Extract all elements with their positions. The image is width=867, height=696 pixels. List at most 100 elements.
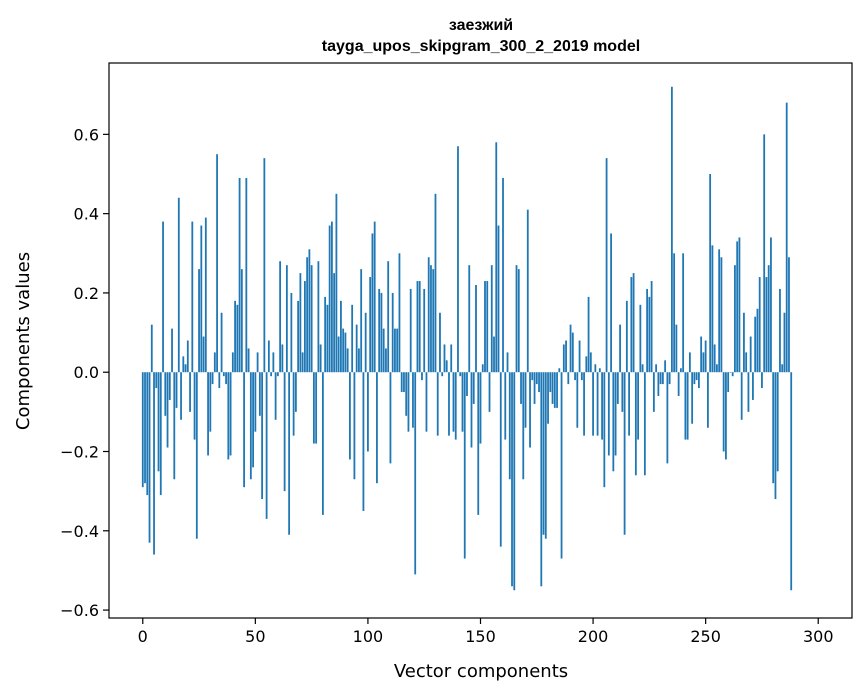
bar-component-235	[670, 86, 673, 373]
bar-component-193	[576, 372, 579, 428]
bar-component-179	[544, 372, 547, 539]
bar-component-64	[285, 265, 288, 373]
bar-component-134	[443, 344, 446, 373]
bar-component-184	[556, 372, 558, 408]
bar-component-86	[335, 193, 338, 373]
bar-component-94	[353, 372, 356, 480]
bar-component-279	[770, 237, 772, 373]
bar-component-51	[256, 352, 259, 373]
chart-title-line-1: заезжий	[449, 17, 513, 34]
bar-component-53	[261, 372, 263, 500]
bar-component-166	[515, 265, 518, 373]
bar-component-103	[373, 221, 376, 373]
bar-component-190	[569, 324, 572, 373]
bar-component-17	[180, 372, 182, 420]
bar-component-155	[490, 265, 493, 373]
bar-component-266	[740, 372, 743, 420]
bar-component-264	[736, 241, 739, 373]
bar-component-270	[749, 336, 752, 373]
bar-component-171	[526, 209, 529, 373]
bar-component-175	[535, 372, 538, 385]
x-axis-label: Vector components	[394, 661, 568, 682]
bar-component-217	[630, 277, 633, 373]
bar-component-188	[565, 340, 567, 373]
bar-component-197	[585, 356, 588, 373]
bar-component-22	[191, 221, 194, 373]
bar-component-118	[407, 372, 410, 432]
bar-component-280	[772, 372, 775, 484]
bar-component-233	[666, 372, 669, 464]
bar-component-88	[340, 300, 342, 373]
bar-component-257	[720, 257, 723, 373]
bar-component-14	[173, 372, 176, 480]
bar-component-164	[511, 372, 513, 587]
bar-component-232	[664, 360, 667, 373]
bar-component-100	[367, 372, 369, 452]
bar-component-79	[319, 344, 322, 373]
bar-component-92	[349, 372, 351, 460]
bar-component-45	[243, 372, 245, 488]
bar-component-177	[540, 372, 543, 587]
bar-component-24	[195, 372, 198, 539]
bar-component-131	[436, 372, 439, 436]
bar-component-10	[164, 372, 167, 416]
bar-component-207	[607, 372, 610, 456]
bar-component-115	[400, 372, 403, 393]
bar-component-122	[416, 281, 419, 373]
bar-component-72	[303, 281, 306, 373]
bar-component-50	[254, 372, 257, 432]
bar-component-93	[351, 304, 354, 373]
y-tick-label: −0.4	[60, 522, 99, 541]
bar-component-251	[707, 372, 709, 428]
bar-component-282	[776, 372, 779, 472]
bar-component-52	[258, 372, 261, 416]
bar-component-230	[659, 372, 662, 385]
bar-component-168	[520, 372, 522, 404]
bar-component-240	[682, 253, 685, 373]
bar-component-203	[598, 368, 601, 373]
bar-component-99	[364, 312, 367, 373]
bar-component-192	[574, 372, 576, 381]
bar-component-69	[297, 300, 300, 373]
y-tick-label: 0.6	[74, 125, 99, 144]
bar-component-6	[155, 372, 158, 389]
bar-component-239	[679, 368, 682, 373]
bar-component-262	[731, 372, 734, 377]
bar-component-63	[283, 372, 286, 492]
bar-component-224	[646, 288, 649, 373]
bar-component-36	[222, 372, 225, 377]
bar-component-21	[189, 372, 191, 412]
bar-component-246	[695, 372, 698, 381]
bar-component-113	[396, 328, 399, 373]
bar-component-278	[767, 265, 770, 373]
bar-component-39	[229, 372, 232, 456]
bar-component-41	[234, 300, 236, 373]
bar-component-89	[342, 328, 345, 373]
bar-component-12	[168, 372, 171, 400]
bar-component-98	[362, 372, 365, 511]
bar-component-213	[621, 372, 624, 412]
bar-component-272	[754, 316, 757, 373]
bar-component-70	[299, 273, 302, 373]
bar-component-133	[441, 372, 444, 377]
bar-component-126	[425, 372, 428, 432]
bar-component-157	[495, 142, 498, 373]
bar-component-28	[204, 217, 207, 373]
bar-component-283	[779, 288, 781, 373]
bar-component-78	[317, 261, 320, 373]
bar-component-20	[186, 340, 189, 373]
bar-component-25	[198, 269, 200, 373]
bar-component-65	[288, 372, 291, 535]
bar-component-128	[430, 265, 432, 373]
bar-component-236	[673, 253, 676, 373]
x-tick-label: 300	[803, 627, 834, 646]
bar-component-288	[790, 372, 793, 591]
bar-component-208	[610, 233, 612, 373]
bar-component-258	[722, 372, 725, 452]
bar-component-137	[450, 344, 453, 373]
bar-component-47	[247, 348, 250, 373]
bar-component-145	[468, 265, 471, 373]
bar-component-263	[734, 265, 736, 373]
bar-component-182	[551, 372, 554, 404]
bar-component-27	[202, 336, 205, 373]
